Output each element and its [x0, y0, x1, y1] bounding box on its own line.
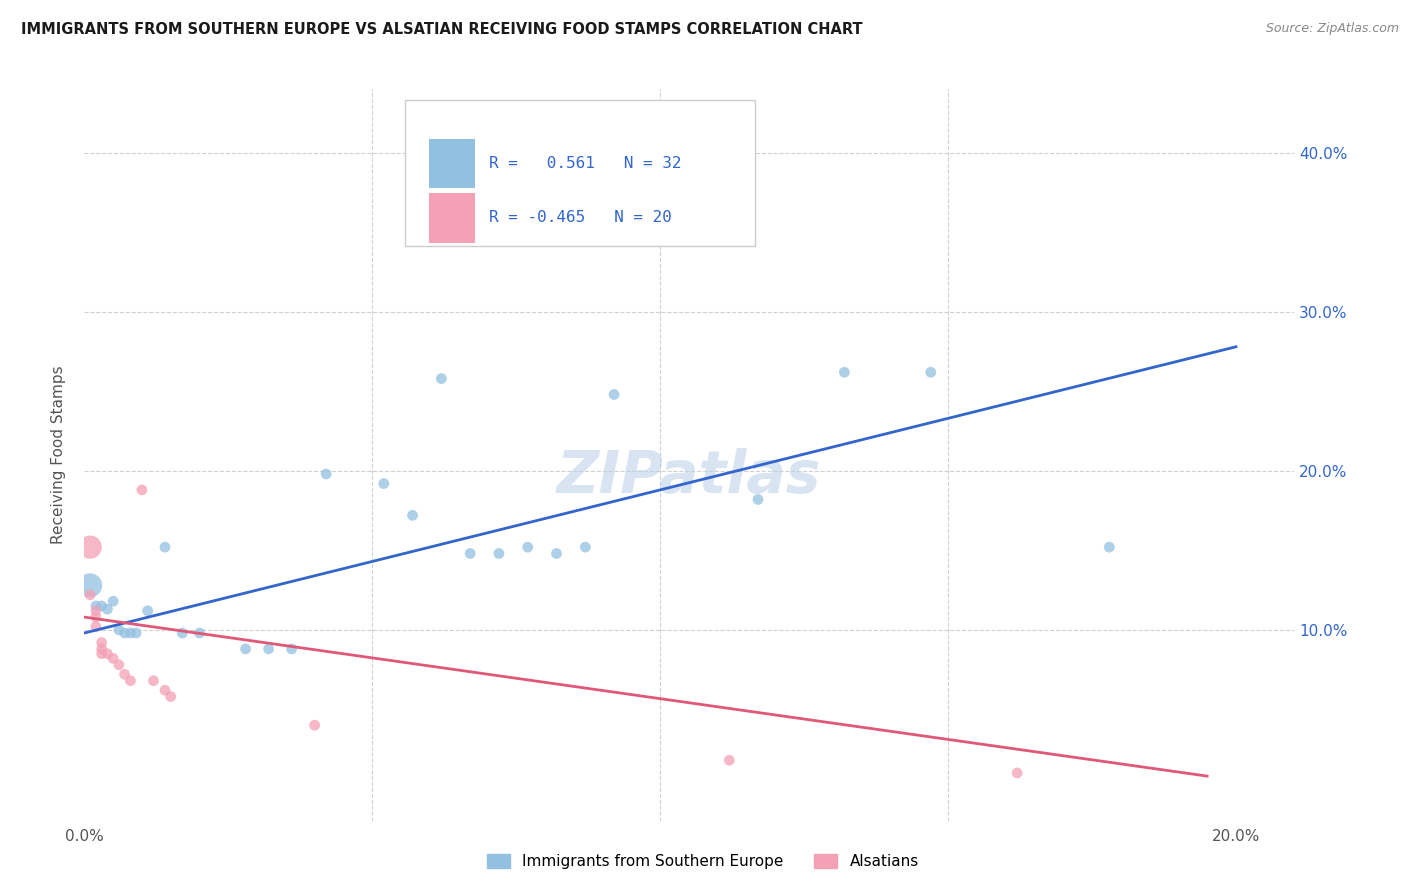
Point	[90, 641, 112, 656]
Point	[101, 594, 124, 608]
Point	[114, 667, 136, 681]
Bar	[429, 193, 475, 243]
Text: Source: ZipAtlas.com: Source: ZipAtlas.com	[1265, 22, 1399, 36]
Point	[373, 476, 395, 491]
Point	[920, 365, 942, 379]
Point	[90, 647, 112, 661]
Point	[159, 690, 181, 704]
Text: R = -0.465   N = 20: R = -0.465 N = 20	[489, 211, 672, 226]
Point	[90, 635, 112, 649]
Point	[661, 186, 683, 200]
Point	[488, 547, 510, 561]
Point	[546, 547, 568, 561]
Point	[108, 623, 131, 637]
FancyBboxPatch shape	[405, 100, 755, 246]
Point	[430, 371, 453, 385]
Point	[401, 508, 423, 523]
Point	[603, 387, 626, 401]
Text: IMMIGRANTS FROM SOUTHERN EUROPE VS ALSATIAN RECEIVING FOOD STAMPS CORRELATION CH: IMMIGRANTS FROM SOUTHERN EUROPE VS ALSAT…	[21, 22, 863, 37]
Point	[142, 673, 165, 688]
Point	[101, 651, 124, 665]
Point	[1005, 766, 1028, 780]
Point	[84, 599, 107, 613]
Point	[834, 365, 856, 379]
Point	[304, 718, 326, 732]
Point	[114, 626, 136, 640]
Legend: Immigrants from Southern Europe, Alsatians: Immigrants from Southern Europe, Alsatia…	[481, 848, 925, 875]
Bar	[429, 139, 475, 188]
Point	[631, 218, 654, 232]
Text: R =   0.561   N = 32: R = 0.561 N = 32	[489, 156, 682, 171]
Point	[574, 540, 596, 554]
Point	[188, 626, 211, 640]
Point	[108, 657, 131, 672]
Point	[96, 647, 118, 661]
Point	[79, 588, 101, 602]
Point	[125, 626, 148, 640]
Point	[257, 641, 280, 656]
Point	[96, 602, 118, 616]
Point	[84, 604, 107, 618]
Text: ZIPatlas: ZIPatlas	[557, 449, 821, 506]
Point	[280, 641, 302, 656]
Point	[315, 467, 337, 481]
Point	[136, 604, 159, 618]
Y-axis label: Receiving Food Stamps: Receiving Food Stamps	[51, 366, 66, 544]
Point	[153, 540, 176, 554]
Point	[79, 578, 101, 592]
Point	[172, 626, 194, 640]
Point	[458, 547, 481, 561]
Point	[84, 610, 107, 624]
Point	[235, 641, 257, 656]
Point	[153, 683, 176, 698]
Point	[131, 483, 153, 497]
Point	[718, 753, 741, 767]
Point	[120, 673, 142, 688]
Point	[1098, 540, 1121, 554]
Point	[747, 492, 769, 507]
Point	[84, 620, 107, 634]
Point	[90, 599, 112, 613]
Point	[516, 540, 538, 554]
Point	[79, 540, 101, 554]
Point	[120, 626, 142, 640]
